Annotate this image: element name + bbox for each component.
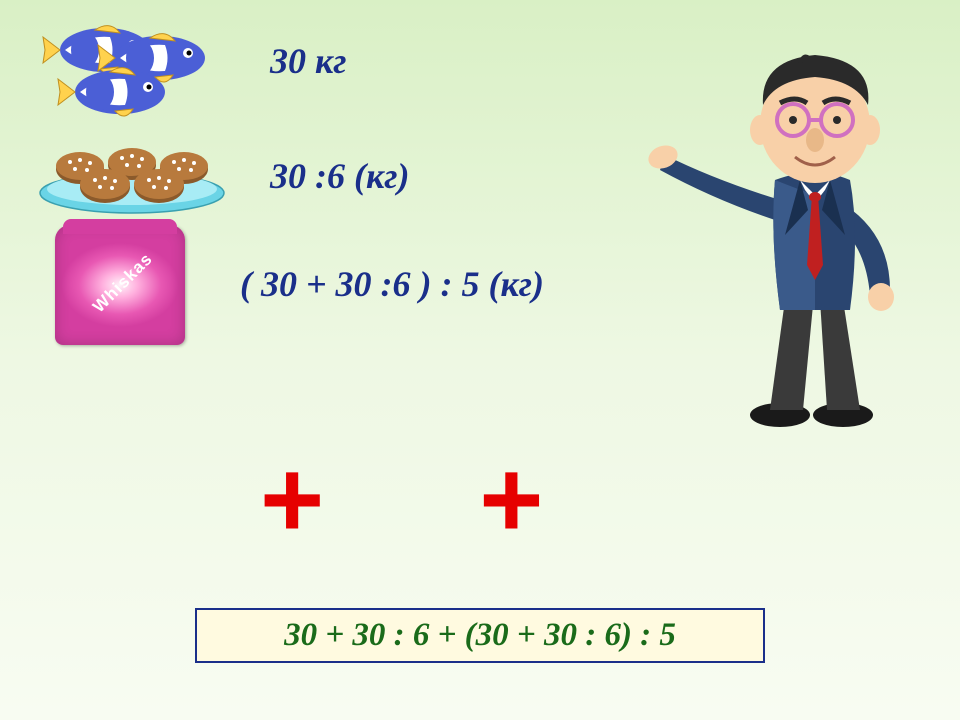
answer-text: 30 + 30 : 6 + (30 + 30 : 6) : 5 [284, 617, 676, 654]
plus-icon: + [260, 445, 324, 555]
fish-illustration [35, 15, 230, 120]
plus-icon: + [479, 445, 543, 555]
equation-line-2: 30 :6 (кг) [270, 155, 410, 197]
cookies-illustration [35, 135, 230, 215]
whiskas-label: Whiskas [89, 249, 157, 317]
equation-line-3: ( 30 + 30 :6 ) : 5 (кг) [240, 263, 544, 305]
equation-line-1: 30 кг [270, 40, 347, 82]
character-illustration [645, 35, 935, 430]
whiskas-bag: Whiskas [55, 225, 185, 345]
plus-signs: + + [260, 445, 544, 555]
answer-box: 30 + 30 : 6 + (30 + 30 : 6) : 5 [195, 608, 765, 663]
